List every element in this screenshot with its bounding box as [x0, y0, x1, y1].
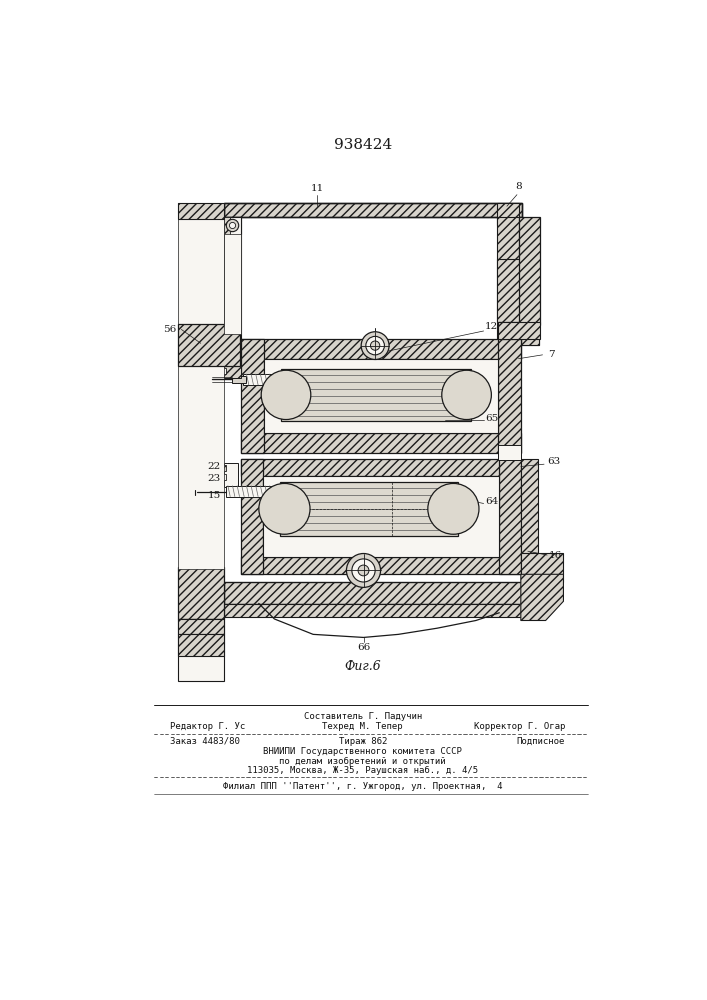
- Polygon shape: [498, 445, 521, 460]
- Text: 938424: 938424: [334, 138, 392, 152]
- Circle shape: [261, 370, 311, 420]
- Polygon shape: [177, 567, 224, 619]
- Polygon shape: [216, 368, 226, 374]
- Polygon shape: [241, 433, 521, 453]
- Polygon shape: [224, 234, 241, 334]
- Polygon shape: [218, 465, 226, 471]
- Polygon shape: [518, 217, 540, 325]
- Polygon shape: [177, 324, 240, 366]
- Polygon shape: [224, 364, 241, 378]
- Polygon shape: [224, 203, 522, 217]
- Polygon shape: [177, 619, 224, 681]
- Polygon shape: [497, 259, 539, 322]
- Text: Корректор Г. Огар: Корректор Г. Огар: [474, 722, 565, 731]
- Circle shape: [370, 341, 380, 350]
- Polygon shape: [197, 488, 206, 496]
- Polygon shape: [241, 339, 521, 359]
- Polygon shape: [241, 459, 263, 574]
- Circle shape: [346, 554, 380, 587]
- Text: Техред М. Тепер: Техред М. Тепер: [322, 722, 403, 731]
- Polygon shape: [224, 217, 241, 234]
- Polygon shape: [218, 474, 226, 480]
- Text: ВНИИПИ Государственного комитета СССР: ВНИИПИ Государственного комитета СССР: [263, 747, 462, 756]
- Polygon shape: [264, 359, 498, 433]
- Polygon shape: [241, 339, 264, 453]
- Text: Составитель Г. Падучин: Составитель Г. Падучин: [303, 712, 422, 721]
- Text: 12: 12: [485, 322, 498, 331]
- Polygon shape: [281, 369, 472, 421]
- Polygon shape: [521, 459, 538, 574]
- Polygon shape: [280, 482, 458, 536]
- Polygon shape: [224, 463, 238, 487]
- Polygon shape: [498, 339, 521, 453]
- Polygon shape: [177, 619, 224, 634]
- Polygon shape: [224, 217, 241, 352]
- Polygon shape: [243, 374, 282, 385]
- Text: Тираж 862: Тираж 862: [339, 737, 387, 746]
- Circle shape: [352, 559, 375, 582]
- Polygon shape: [521, 553, 563, 582]
- Circle shape: [361, 332, 389, 359]
- Text: по делам изобретений и открытий: по делам изобретений и открытий: [279, 757, 446, 766]
- Circle shape: [230, 222, 235, 229]
- Text: 56: 56: [163, 325, 176, 334]
- Polygon shape: [241, 557, 521, 574]
- Text: 11: 11: [310, 184, 324, 193]
- Circle shape: [226, 219, 239, 232]
- Circle shape: [428, 483, 479, 534]
- Polygon shape: [241, 459, 521, 476]
- Polygon shape: [498, 451, 521, 460]
- Polygon shape: [499, 459, 521, 574]
- Text: 23: 23: [207, 474, 221, 483]
- Text: Редактор Г. Ус: Редактор Г. Ус: [170, 722, 245, 731]
- Polygon shape: [177, 203, 224, 219]
- Text: 16: 16: [549, 551, 562, 560]
- Text: 8: 8: [515, 182, 522, 191]
- Polygon shape: [226, 486, 273, 497]
- Polygon shape: [177, 634, 224, 656]
- Text: Фиг.6: Фиг.6: [344, 660, 381, 673]
- Polygon shape: [497, 322, 539, 345]
- Text: 66: 66: [357, 643, 370, 652]
- Text: 15: 15: [207, 491, 221, 500]
- Circle shape: [259, 483, 310, 534]
- Text: 64: 64: [485, 497, 498, 506]
- Polygon shape: [521, 574, 563, 620]
- Text: Заказ 4483/80: Заказ 4483/80: [170, 737, 240, 746]
- Text: 7: 7: [549, 350, 555, 359]
- Text: 113035, Москва, Ж-35, Раушская наб., д. 4/5: 113035, Москва, Ж-35, Раушская наб., д. …: [247, 766, 479, 775]
- Text: 63: 63: [547, 457, 560, 466]
- Circle shape: [358, 565, 369, 576]
- Polygon shape: [224, 604, 528, 617]
- Circle shape: [442, 370, 491, 420]
- Circle shape: [366, 336, 385, 355]
- Polygon shape: [263, 476, 499, 557]
- Polygon shape: [497, 217, 518, 321]
- Text: 65: 65: [485, 414, 498, 423]
- Polygon shape: [224, 217, 230, 352]
- Polygon shape: [497, 203, 518, 225]
- Text: Подписное: Подписное: [517, 737, 565, 746]
- Polygon shape: [232, 376, 246, 383]
- Polygon shape: [177, 203, 224, 569]
- Text: 22: 22: [207, 462, 221, 471]
- Text: Филиал ППП ''Патент'', г. Ужгород, ул. Проектная,  4: Филиал ППП ''Патент'', г. Ужгород, ул. П…: [223, 782, 503, 791]
- Polygon shape: [498, 322, 540, 339]
- Polygon shape: [224, 582, 528, 604]
- Polygon shape: [518, 322, 539, 345]
